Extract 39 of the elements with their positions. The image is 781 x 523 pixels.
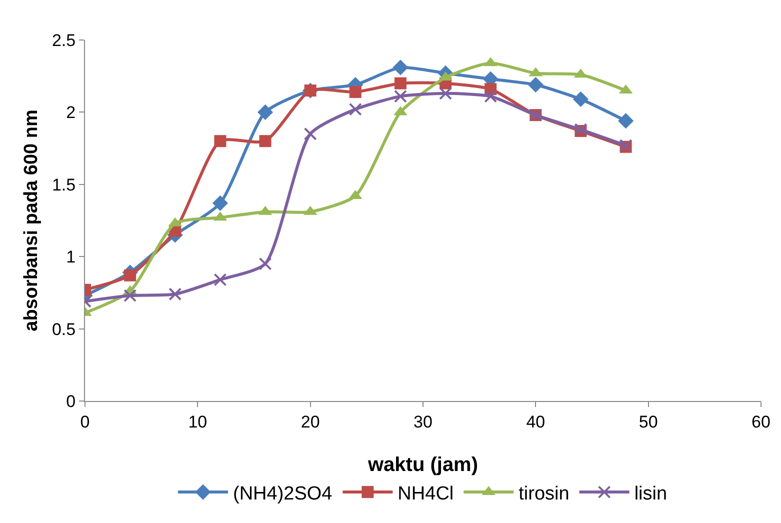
point <box>214 135 226 148</box>
legend-label: NH4Cl <box>398 483 454 504</box>
y-tick-label: 0 <box>66 392 76 411</box>
x-tick-label: 50 <box>638 412 658 432</box>
point <box>394 77 406 90</box>
x-tick-label: 40 <box>526 412 546 432</box>
point <box>618 113 634 129</box>
y-tick-label: 0.5 <box>52 320 76 339</box>
x-tick-label: 60 <box>752 412 770 432</box>
y-tick-label: 2 <box>66 103 76 122</box>
legend-label: (NH4)2SO4 <box>233 483 333 504</box>
point <box>484 90 498 103</box>
point <box>124 289 137 302</box>
point <box>349 86 362 98</box>
point <box>392 60 408 76</box>
point <box>528 76 544 93</box>
x-tick-label: 30 <box>414 412 432 432</box>
point <box>257 104 274 120</box>
point <box>214 273 227 286</box>
point <box>258 257 272 270</box>
point <box>572 91 589 107</box>
x-tick-label: 10 <box>188 412 208 432</box>
x-axis-title: waktu (jam) <box>366 454 478 476</box>
y-tick-label: 2.5 <box>52 30 76 50</box>
point <box>348 102 362 116</box>
point <box>168 288 182 301</box>
point <box>259 135 272 148</box>
point <box>124 269 136 282</box>
y-axis-title: absorbansi pada 600 nm <box>21 110 42 332</box>
y-tick-label: 1 <box>66 248 76 267</box>
point <box>439 86 452 100</box>
point <box>212 195 228 211</box>
point <box>304 127 317 140</box>
legend-label: tirosin <box>518 483 570 504</box>
y-tick-label: 1.5 <box>52 175 76 194</box>
legend-label: lisin <box>634 483 668 504</box>
x-tick-label: 0 <box>80 412 90 432</box>
x-tick-label: 20 <box>300 412 320 432</box>
point <box>394 90 407 103</box>
